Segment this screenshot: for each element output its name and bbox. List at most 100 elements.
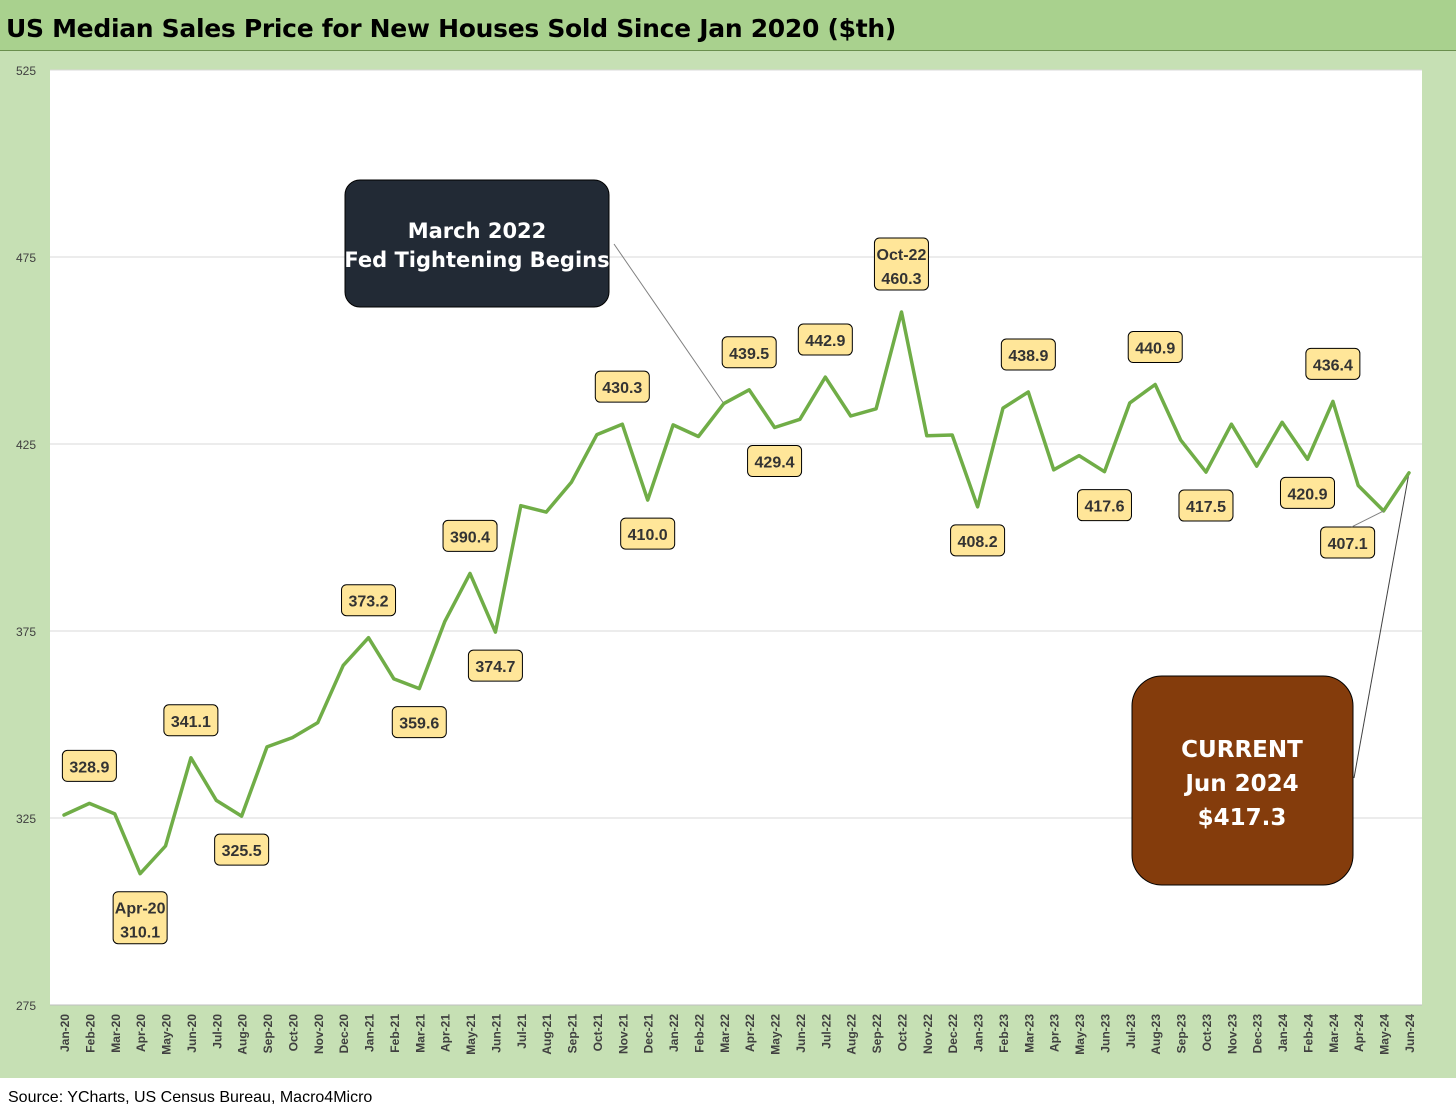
x-tick-label: May-22 xyxy=(769,1014,783,1055)
data-label-box xyxy=(112,891,168,945)
data-label-text: 341.1 xyxy=(171,714,211,731)
fed-callout-text: Fed Tightening Begins xyxy=(344,248,609,272)
data-label: 442.9 xyxy=(797,323,853,356)
data-label-box xyxy=(391,706,447,739)
data-label: 373.2 xyxy=(341,584,397,617)
data-labels: 328.9 Apr-20 310.1 341.1 325.5 373.2 359.6 390.… xyxy=(61,237,1384,945)
y-tick-label: 525 xyxy=(16,64,36,78)
x-tick-label: Apr-22 xyxy=(743,1014,757,1052)
data-label-box xyxy=(61,749,117,782)
data-label: 436.4 xyxy=(1305,347,1361,380)
fed-callout-text: March 2022 xyxy=(408,219,547,243)
data-label: 420.9 xyxy=(1279,476,1335,509)
data-label: 407.1 xyxy=(1320,526,1376,559)
x-tick-label: Aug-23 xyxy=(1149,1014,1163,1055)
x-axis-ticks: Jan-20 Feb-20 Mar-20 Apr-20 May-20 Jun-20 Jul-… xyxy=(58,1014,1417,1055)
x-tick-label: Feb-20 xyxy=(83,1014,97,1053)
data-label-text: 438.9 xyxy=(1008,348,1048,365)
current-callout-text: $417.3 xyxy=(1198,805,1287,831)
annotation-leaders xyxy=(613,243,1410,779)
data-label-text: 310.1 xyxy=(120,925,160,942)
x-tick-label: Oct-22 xyxy=(895,1014,909,1052)
data-label: 438.9 xyxy=(1000,338,1056,371)
data-label-text: 410.0 xyxy=(628,527,668,544)
data-label-box xyxy=(442,519,498,552)
x-tick-label: Apr-23 xyxy=(1048,1014,1062,1052)
x-tick-label: Dec-21 xyxy=(642,1014,656,1054)
data-label: 430.3 xyxy=(594,370,650,403)
data-label-box xyxy=(594,370,650,403)
x-tick-label: Mar-23 xyxy=(1022,1014,1036,1053)
x-tick-label: Sep-23 xyxy=(1175,1014,1189,1054)
x-tick-label: Jun-24 xyxy=(1403,1014,1417,1053)
data-label-box xyxy=(163,704,219,737)
y-tick-label: 425 xyxy=(16,438,36,452)
x-tick-label: May-23 xyxy=(1073,1014,1087,1055)
x-tick-label: Feb-23 xyxy=(997,1014,1011,1053)
y-tick-label: 375 xyxy=(16,625,36,639)
x-tick-label: Jul-23 xyxy=(1124,1014,1138,1049)
x-tick-label: Nov-22 xyxy=(921,1014,935,1054)
data-label-text: 359.6 xyxy=(399,716,439,733)
current-callout-box xyxy=(1131,675,1354,886)
data-label-text: 460.3 xyxy=(881,271,921,288)
x-tick-label: May-20 xyxy=(160,1014,174,1055)
x-tick-label: Nov-20 xyxy=(312,1014,326,1054)
data-label: 410.0 xyxy=(620,517,676,550)
data-label-text: 390.4 xyxy=(450,529,490,546)
x-tick-label: Feb-24 xyxy=(1301,1014,1315,1053)
y-tick-label: 325 xyxy=(16,812,36,826)
x-tick-label: Jun-23 xyxy=(1098,1014,1112,1053)
x-tick-label: Jan-20 xyxy=(58,1014,72,1052)
x-tick-label: Aug-20 xyxy=(236,1014,250,1055)
y-axis-ticks: 275 325 375 425 475 525 xyxy=(16,64,36,1013)
data-label-box xyxy=(747,445,803,478)
x-tick-label: Jan-22 xyxy=(667,1014,681,1052)
fed-callout-leader xyxy=(613,243,725,404)
x-tick-label: Feb-21 xyxy=(388,1014,402,1053)
data-label: 429.4 xyxy=(747,445,803,478)
data-label-box xyxy=(797,323,853,356)
x-tick-label: Aug-22 xyxy=(845,1014,859,1055)
data-label-text: 328.9 xyxy=(69,759,109,776)
data-label: 417.5 xyxy=(1178,489,1234,522)
x-tick-label: Apr-20 xyxy=(134,1014,148,1052)
x-tick-label: Aug-21 xyxy=(540,1014,554,1055)
x-tick-label: Oct-21 xyxy=(591,1014,605,1052)
data-label-text: 407.1 xyxy=(1328,536,1368,553)
current-callout-text: CURRENT xyxy=(1181,737,1303,763)
data-label-text: 420.9 xyxy=(1287,486,1327,503)
x-tick-label: Mar-21 xyxy=(413,1014,427,1053)
data-label-text: 417.6 xyxy=(1084,499,1124,516)
data-label-box xyxy=(1320,526,1376,559)
data-label-box xyxy=(873,237,929,291)
x-tick-label: Dec-20 xyxy=(337,1014,351,1054)
data-label: 408.2 xyxy=(950,524,1006,557)
data-label-text: 408.2 xyxy=(958,534,998,551)
x-tick-label: Mar-20 xyxy=(109,1014,123,1053)
x-tick-label: Jul-20 xyxy=(210,1014,224,1049)
data-label: 374.7 xyxy=(467,649,523,682)
data-label-text: 439.5 xyxy=(729,346,769,363)
x-tick-label: Oct-23 xyxy=(1200,1014,1214,1052)
fed-callout-box xyxy=(344,179,610,308)
chart-title: US Median Sales Price for New Houses Sol… xyxy=(6,14,896,43)
data-label-text: Apr-20 xyxy=(115,901,166,918)
source-note: Source: YCharts, US Census Bureau, Macro… xyxy=(8,1089,373,1106)
series-layer xyxy=(62,310,1411,876)
data-label-text: 442.9 xyxy=(805,333,845,350)
x-tick-label: Jul-21 xyxy=(515,1014,529,1049)
x-tick-label: Apr-24 xyxy=(1352,1014,1366,1052)
data-label-box xyxy=(214,833,270,866)
y-tick-label: 475 xyxy=(16,251,36,265)
data-label: Oct-22 460.3 xyxy=(873,237,929,291)
x-tick-label: May-24 xyxy=(1378,1014,1392,1055)
data-label-box xyxy=(467,649,523,682)
x-tick-label: Oct-20 xyxy=(286,1014,300,1052)
data-label: 359.6 xyxy=(391,706,447,739)
current-callout-leader xyxy=(1353,472,1410,779)
data-label-box xyxy=(1000,338,1056,371)
x-tick-label: Mar-24 xyxy=(1327,1014,1341,1053)
x-tick-label: Sep-21 xyxy=(566,1014,580,1054)
data-label-box xyxy=(1305,347,1361,380)
